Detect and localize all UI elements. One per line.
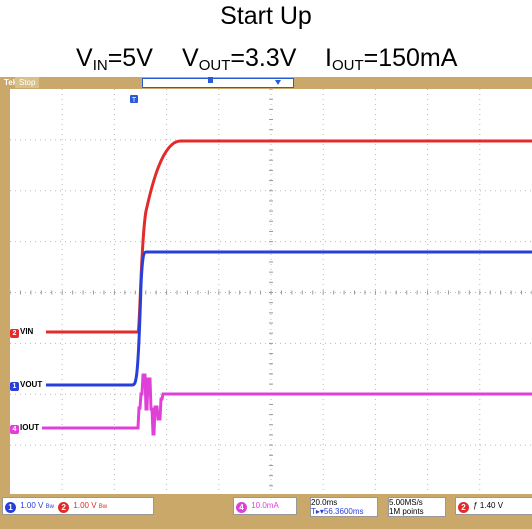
- vout-condition: VOUT=3.3V: [182, 44, 297, 74]
- trigger-source-badge: 2: [458, 502, 469, 513]
- ch4-badge: 4: [236, 502, 247, 513]
- iout-condition: IOUT=150mA: [325, 44, 458, 74]
- record-position-bar[interactable]: [142, 78, 294, 88]
- ch2-badge: 2: [58, 502, 70, 513]
- trigger-position-marker: [208, 77, 213, 83]
- trigger-slope-icon: ƒ: [473, 501, 478, 510]
- trigger-point-arrow: [275, 80, 281, 85]
- trigger-t-marker: T: [130, 95, 138, 104]
- scope-status-bar: 1 1.00 V Bw 2 1.00 V Bw 4 10.0mA 20.0ms …: [0, 494, 532, 529]
- ch1-badge: 1: [5, 502, 16, 513]
- oscilloscope-frame: Tek Stop T 2 VIN 1 VOUT 4 IOUT 1 1.00 V: [0, 77, 532, 529]
- vertical-scale-panel[interactable]: 1 1.00 V Bw 2 1.00 V Bw: [2, 497, 154, 515]
- vout-waveform: [46, 250, 532, 387]
- trigger-position: T▸▾56.3600ms: [311, 507, 364, 516]
- ch1-vout-label: 1 VOUT: [10, 380, 42, 391]
- ch2-bw: Bw: [98, 504, 108, 510]
- brand-logo: Tek: [4, 78, 18, 87]
- waveform-svg: T: [10, 89, 532, 496]
- trigger-level: 1.40 V: [479, 501, 504, 510]
- waveform-display[interactable]: T 2 VIN 1 VOUT 4 IOUT: [10, 89, 532, 496]
- vin-waveform: [46, 139, 532, 334]
- ch1-scale: 1.00 V: [20, 501, 44, 510]
- scope-top-bar: Tek Stop: [0, 77, 532, 89]
- chart-title: Start Up: [220, 2, 312, 30]
- ch2-vin-label: 2 VIN: [10, 327, 33, 338]
- ch4-scale-panel[interactable]: 4 10.0mA: [233, 497, 297, 515]
- ch4-scale: 10.0mA: [251, 501, 279, 510]
- ch4-iout-label: 4 IOUT: [10, 423, 39, 434]
- horizontal-panel[interactable]: 20.0ms T▸▾56.3600ms: [310, 497, 378, 517]
- iout-waveform: [42, 373, 532, 436]
- ch2-scale: 1.00 V: [73, 501, 97, 510]
- trigger-panel[interactable]: 2 ƒ 1.40 V: [455, 497, 532, 515]
- svg-text:T: T: [132, 97, 137, 104]
- sample-rate: 5.00MS/s: [389, 498, 423, 507]
- vin-condition: VIN=5V: [76, 44, 153, 74]
- timebase: 20.0ms: [311, 498, 338, 507]
- ch1-bw: Bw: [45, 504, 54, 510]
- record-length: 1M points: [389, 507, 424, 516]
- acquisition-panel[interactable]: 5.00MS/s 1M points: [388, 497, 446, 517]
- run-stop-status[interactable]: Stop: [15, 77, 40, 88]
